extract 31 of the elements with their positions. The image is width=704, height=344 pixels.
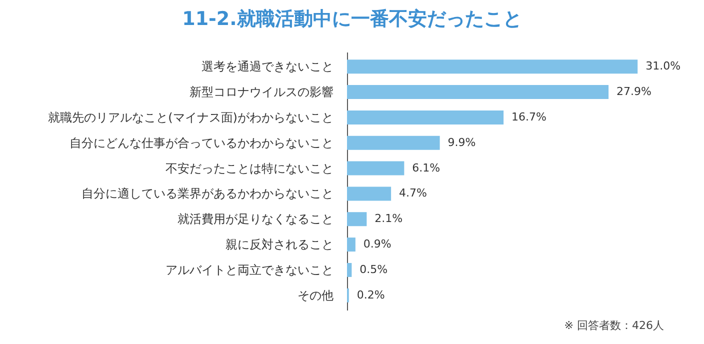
data-label: 9.9% [448, 136, 476, 149]
y-tick-label: 就職先のリアルなこと(マイナス面)がわからないこと [48, 110, 334, 124]
y-tick-label: 選考を通過できないこと [202, 60, 334, 74]
y-tick-label: 不安だったことは特にないこと [166, 161, 334, 176]
bar [347, 161, 404, 176]
data-label: 0.9% [363, 238, 392, 251]
bar [347, 212, 367, 226]
bar [347, 262, 352, 277]
data-label: 27.9% [616, 85, 652, 98]
bar [347, 110, 504, 124]
y-tick-label: その他 [298, 288, 334, 302]
y-tick-label: 自分にどんな仕事が合っているかわからないこと [70, 136, 334, 150]
y-tick-label: 親に反対されること [226, 238, 334, 252]
data-label: 6.1% [412, 161, 440, 174]
bar [347, 136, 440, 150]
data-label: 16.7% [512, 110, 546, 124]
data-label: 31.0% [646, 60, 681, 73]
text: ※ 回答者数：426人 [564, 318, 664, 333]
y-tick-label: 自分に適している業界があるかわからないこと [82, 186, 334, 201]
bar [347, 85, 609, 100]
data-label: 0.5% [360, 262, 388, 276]
bar [347, 60, 638, 74]
data-label: 4.7% [399, 186, 428, 200]
bar [347, 238, 356, 252]
bar [347, 186, 392, 201]
y-tick-label: アルバイトと両立できないこと [166, 262, 334, 277]
chart-title: 11-2.就職活動中に一番不安だったこと [181, 7, 523, 32]
data-label: 0.2% [356, 288, 385, 302]
y-tick-label: 新型コロナウイルスの影響 [190, 85, 334, 100]
data-label: 2.1% [374, 212, 403, 226]
y-tick-label: 就活費用が足りなくなること [178, 212, 334, 226]
